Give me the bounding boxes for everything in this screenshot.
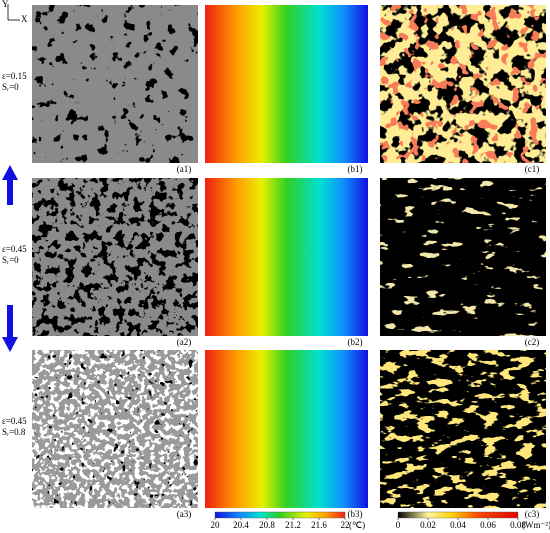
- heat: [380, 350, 546, 508]
- colorbar-tick-label: 0.02: [420, 520, 436, 530]
- colorbar-tick-label: 20: [211, 520, 221, 530]
- colorbar-tick-label: 20.8: [259, 520, 275, 530]
- colorbar-unit: (Wm⁻²): [522, 520, 550, 530]
- panel-label: (a3): [177, 509, 192, 519]
- panel-label: (b1): [348, 164, 363, 174]
- panel-b: [205, 178, 368, 336]
- heat: [380, 178, 546, 336]
- colorbar-tick-label: 0: [396, 520, 401, 530]
- colorbar-tick-label: 21.2: [285, 520, 301, 530]
- arrow-down: [2, 305, 18, 352]
- row-label-eps: ε=0.45: [2, 416, 27, 426]
- colorbar: [214, 511, 346, 519]
- colorbar-tick-label: 0.08: [510, 520, 526, 530]
- panel-label: (b3): [348, 509, 363, 519]
- colorbar-unit: (℃): [349, 520, 365, 530]
- pores: [32, 5, 198, 163]
- panel-label: (a1): [177, 164, 192, 174]
- axis-y: Y: [2, 0, 9, 9]
- panel-b: [205, 5, 368, 163]
- panel-label: (c3): [525, 509, 540, 519]
- panel-label: (b2): [348, 337, 363, 347]
- colorbar-tick-label: 0.06: [480, 520, 496, 530]
- row-label-sr: Sᵣ=0: [2, 255, 19, 265]
- axes-icon: Y X: [2, 0, 28, 24]
- row-label-eps: ε=0.45: [2, 244, 27, 254]
- panel-label: (c2): [525, 337, 540, 347]
- panel-b: [205, 350, 368, 508]
- colorbar-tick-label: 20.4: [233, 520, 249, 530]
- arrow-up: [2, 165, 18, 205]
- pores: [32, 178, 198, 336]
- colorbar: [397, 511, 519, 519]
- axis-x: X: [21, 14, 28, 24]
- colorbar-tick-label: 21.6: [311, 520, 327, 530]
- colorbar-tick-label: 0.04: [450, 520, 466, 530]
- panel-label: (c1): [525, 164, 540, 174]
- row-label-sr: Sᵣ=0: [2, 82, 19, 92]
- pores: [32, 350, 198, 508]
- heat-red: [380, 5, 546, 163]
- panel-label: (a2): [177, 337, 192, 347]
- row-label-sr: Sᵣ=0.8: [2, 427, 26, 437]
- row-label-eps: ε=0.15: [2, 71, 27, 81]
- colorbar-tick-label: 22: [341, 520, 350, 530]
